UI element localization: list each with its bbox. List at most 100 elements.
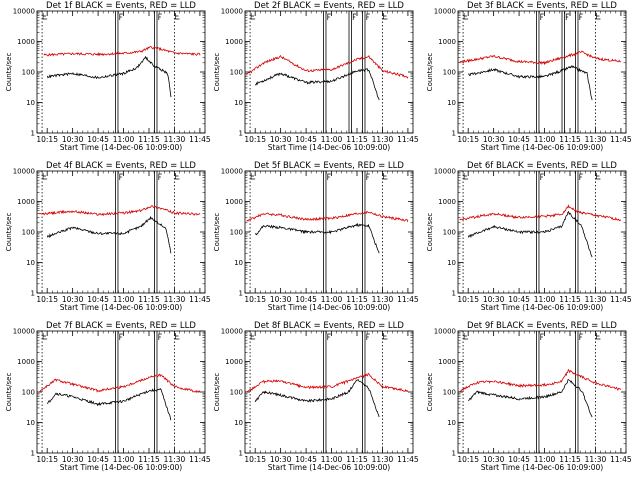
x-tick-label: 11:30	[372, 295, 394, 304]
y-tick-label: 10000	[434, 328, 456, 336]
panel-title: Det 5f BLACK = Events, RED = LLD	[254, 161, 404, 171]
marker-e-glyph	[42, 173, 48, 180]
x-axis-label: Start Time (14-Dec-06 10:09:00)	[268, 143, 390, 152]
marker-f-glyph	[158, 333, 162, 340]
y-tick-label: 1	[31, 290, 35, 298]
y-tick-label: 1	[239, 290, 243, 298]
marker-e-glyph	[463, 333, 469, 340]
x-tick-label: 10:30	[270, 135, 292, 144]
lld-series-line	[459, 368, 622, 393]
y-tick-label: 1000	[17, 38, 35, 46]
y-tick-label: 1000	[438, 38, 456, 46]
x-tick-label: 10:15	[36, 135, 58, 144]
x-tick-label: 10:30	[483, 135, 505, 144]
marker-f-glyph	[579, 333, 583, 340]
marker-e-glyph	[596, 173, 601, 180]
panel-det-6: Det 6f BLACK = Events, RED = LLD 1 10 100 10…	[426, 161, 632, 312]
x-tick-label: 11:30	[372, 135, 394, 144]
lld-series-line	[38, 373, 201, 394]
marker-e-glyph	[383, 173, 388, 180]
events-series-line	[467, 210, 593, 258]
y-tick-label: 10	[26, 99, 35, 107]
plot-frame	[36, 330, 206, 454]
lld-series-line	[38, 205, 201, 217]
x-tick-label: 11:15	[138, 295, 160, 304]
events-series-line	[467, 64, 593, 101]
events-series-line	[46, 215, 172, 254]
y-tick-label: 100	[443, 69, 456, 77]
y-tick-label: 10000	[221, 8, 243, 16]
marker-f-glyph	[540, 173, 544, 180]
marker-e-glyph	[596, 333, 601, 340]
x-tick-label: 11:45	[189, 295, 211, 304]
x-tick-label: 10:30	[483, 295, 505, 304]
y-tick-label: 10	[447, 99, 456, 107]
y-tick-label: 1000	[17, 198, 35, 206]
marker-f-glyph	[579, 173, 583, 180]
x-tick-label: 10:45	[508, 135, 530, 144]
y-tick-label: 10	[234, 259, 243, 267]
x-tick-label: 11:15	[346, 135, 368, 144]
x-tick-label: 10:45	[295, 455, 317, 464]
x-tick-label: 10:15	[36, 455, 58, 464]
y-axis-label: Counts/sec	[426, 213, 434, 252]
panel-det-9: Det 9f BLACK = Events, RED = LLD 1 10 100 10…	[426, 321, 632, 472]
y-tick-label: 1000	[225, 198, 243, 206]
lld-series-line	[246, 372, 409, 393]
y-axis-label: Counts/sec	[5, 373, 13, 412]
x-axis-label: Start Time (14-Dec-06 10:09:00)	[268, 303, 390, 312]
marker-e-glyph	[175, 173, 180, 180]
marker-f-glyph	[158, 173, 162, 180]
marker-e-glyph	[175, 13, 180, 20]
x-tick-label: 11:00	[113, 135, 135, 144]
x-tick-label: 11:00	[321, 135, 343, 144]
panel-det-2: Det 2f BLACK = Events, RED = LLD 1 10 100 10…	[213, 1, 419, 152]
marker-e-glyph	[250, 173, 256, 180]
y-axis-label: Counts/sec	[213, 53, 221, 92]
y-tick-label: 1000	[438, 198, 456, 206]
y-tick-label: 100	[230, 229, 243, 237]
panel-det-3: Det 3f BLACK = Events, RED = LLD 1 10 100 10…	[426, 1, 632, 152]
x-tick-label: 10:45	[295, 295, 317, 304]
y-tick-label: 1000	[17, 358, 35, 366]
x-tick-label: 10:45	[295, 135, 317, 144]
marker-f-glyph	[119, 13, 123, 20]
y-tick-label: 1	[452, 290, 456, 298]
x-tick-label: 10:15	[457, 455, 479, 464]
x-tick-label: 11:30	[372, 455, 394, 464]
lld-series-line	[459, 50, 622, 66]
plot-frame	[244, 330, 414, 454]
plot-frame	[36, 170, 206, 294]
x-axis-label: Start Time (14-Dec-06 10:09:00)	[481, 143, 603, 152]
x-tick-label: 10:15	[244, 455, 266, 464]
x-tick-label: 11:30	[585, 455, 607, 464]
marker-e-glyph	[250, 13, 256, 20]
marker-e-glyph	[42, 333, 48, 340]
y-tick-label: 1	[239, 130, 243, 138]
panel-det-4: Det 4f BLACK = Events, RED = LLD 1 10 100 10…	[5, 161, 211, 312]
x-tick-label: 10:15	[36, 295, 58, 304]
y-axis-label: Counts/sec	[5, 53, 13, 92]
plot-frame	[457, 330, 627, 454]
y-tick-label: 1	[452, 450, 456, 458]
x-tick-label: 11:15	[559, 455, 581, 464]
marker-f-glyph	[119, 173, 123, 180]
panel-title: Det 7f BLACK = Events, RED = LLD	[46, 321, 196, 331]
x-tick-label: 11:45	[610, 135, 632, 144]
y-tick-label: 10000	[434, 168, 456, 176]
marker-e-glyph	[596, 13, 601, 20]
marker-f-glyph	[327, 173, 331, 180]
marker-f-glyph	[366, 333, 370, 340]
x-tick-label: 10:15	[244, 135, 266, 144]
x-tick-label: 11:00	[534, 455, 556, 464]
x-tick-label: 10:15	[457, 295, 479, 304]
x-tick-label: 11:15	[559, 295, 581, 304]
y-tick-label: 10	[234, 419, 243, 427]
x-tick-label: 11:15	[346, 455, 368, 464]
panel-title: Det 6f BLACK = Events, RED = LLD	[467, 161, 617, 171]
x-tick-label: 10:45	[508, 295, 530, 304]
y-tick-label: 10	[234, 99, 243, 107]
x-tick-label: 11:15	[559, 135, 581, 144]
x-tick-label: 11:45	[397, 295, 419, 304]
y-tick-label: 1	[31, 130, 35, 138]
